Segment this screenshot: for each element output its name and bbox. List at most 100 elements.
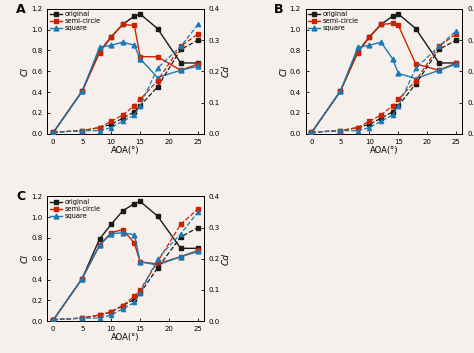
square [390, 57, 395, 61]
Text: B: B [274, 2, 284, 16]
semi-circle [436, 68, 442, 72]
Text: A: A [16, 2, 26, 16]
Line: semi-circle: semi-circle [51, 227, 200, 322]
Legend: original, semi-circle, square: original, semi-circle, square [308, 11, 360, 32]
semi-circle [337, 89, 343, 93]
original [178, 246, 183, 251]
original [120, 209, 126, 213]
square [79, 276, 85, 281]
square [309, 131, 314, 135]
original [79, 89, 85, 93]
semi-circle [120, 22, 126, 26]
original [109, 35, 114, 39]
square [195, 249, 201, 253]
square [109, 43, 114, 47]
square [366, 43, 372, 47]
square [436, 68, 442, 72]
original [120, 22, 126, 26]
square [395, 71, 401, 76]
square [97, 243, 102, 247]
square [109, 232, 114, 236]
original [109, 222, 114, 227]
semi-circle [454, 61, 459, 65]
original [195, 246, 201, 251]
semi-circle [195, 62, 201, 66]
semi-circle [178, 255, 183, 259]
square [50, 131, 56, 135]
square [454, 62, 459, 66]
square [120, 40, 126, 44]
X-axis label: AOA(°): AOA(°) [111, 146, 140, 155]
semi-circle [109, 35, 114, 39]
square [131, 233, 137, 237]
square [137, 260, 143, 264]
semi-circle [97, 50, 102, 55]
semi-circle [131, 23, 137, 28]
square [337, 89, 343, 93]
original [378, 22, 384, 26]
semi-circle [109, 231, 114, 235]
semi-circle [137, 55, 143, 59]
Line: square: square [51, 40, 201, 135]
square [79, 89, 85, 93]
Line: square: square [309, 40, 459, 135]
Line: original: original [51, 12, 200, 135]
Y-axis label: Cl: Cl [279, 67, 288, 76]
original [436, 61, 442, 65]
original [390, 14, 395, 18]
original [131, 202, 137, 206]
original [155, 214, 160, 218]
X-axis label: AOA(°): AOA(°) [111, 334, 140, 342]
original [50, 131, 56, 135]
semi-circle [79, 89, 85, 93]
semi-circle [79, 276, 85, 281]
square [137, 57, 143, 61]
original [50, 318, 56, 322]
square [378, 40, 384, 44]
original [79, 276, 85, 281]
Line: semi-circle: semi-circle [51, 22, 200, 135]
Line: square: square [51, 230, 201, 323]
original [366, 35, 372, 39]
square [50, 318, 56, 322]
original [195, 61, 201, 65]
original [395, 12, 401, 16]
square [355, 45, 361, 49]
Legend: original, semi-circle, square: original, semi-circle, square [49, 11, 101, 32]
semi-circle [413, 62, 419, 66]
original [131, 14, 137, 18]
original [155, 26, 160, 31]
original [97, 49, 102, 54]
Line: original: original [51, 199, 200, 322]
square [195, 64, 201, 68]
square [120, 231, 126, 235]
original [97, 237, 102, 241]
Y-axis label: Cd: Cd [221, 253, 230, 265]
Y-axis label: Cl: Cl [21, 67, 30, 76]
semi-circle [378, 22, 384, 26]
semi-circle [155, 55, 160, 59]
Line: semi-circle: semi-circle [310, 21, 458, 135]
Y-axis label: Cl: Cl [21, 255, 30, 263]
square [97, 45, 102, 49]
Text: C: C [16, 190, 25, 203]
original [137, 199, 143, 204]
semi-circle [50, 318, 56, 322]
Legend: original, semi-circle, square: original, semi-circle, square [49, 198, 101, 220]
square [413, 77, 419, 81]
original [137, 12, 143, 16]
original [413, 26, 419, 31]
original [454, 61, 459, 65]
semi-circle [195, 248, 201, 252]
semi-circle [50, 131, 56, 135]
square [178, 68, 183, 72]
semi-circle [137, 260, 143, 264]
semi-circle [355, 50, 361, 55]
square [178, 255, 183, 259]
square [155, 76, 160, 80]
X-axis label: AOA(°): AOA(°) [370, 146, 398, 155]
semi-circle [120, 227, 126, 232]
semi-circle [97, 243, 102, 247]
semi-circle [309, 131, 314, 135]
semi-circle [155, 262, 160, 266]
